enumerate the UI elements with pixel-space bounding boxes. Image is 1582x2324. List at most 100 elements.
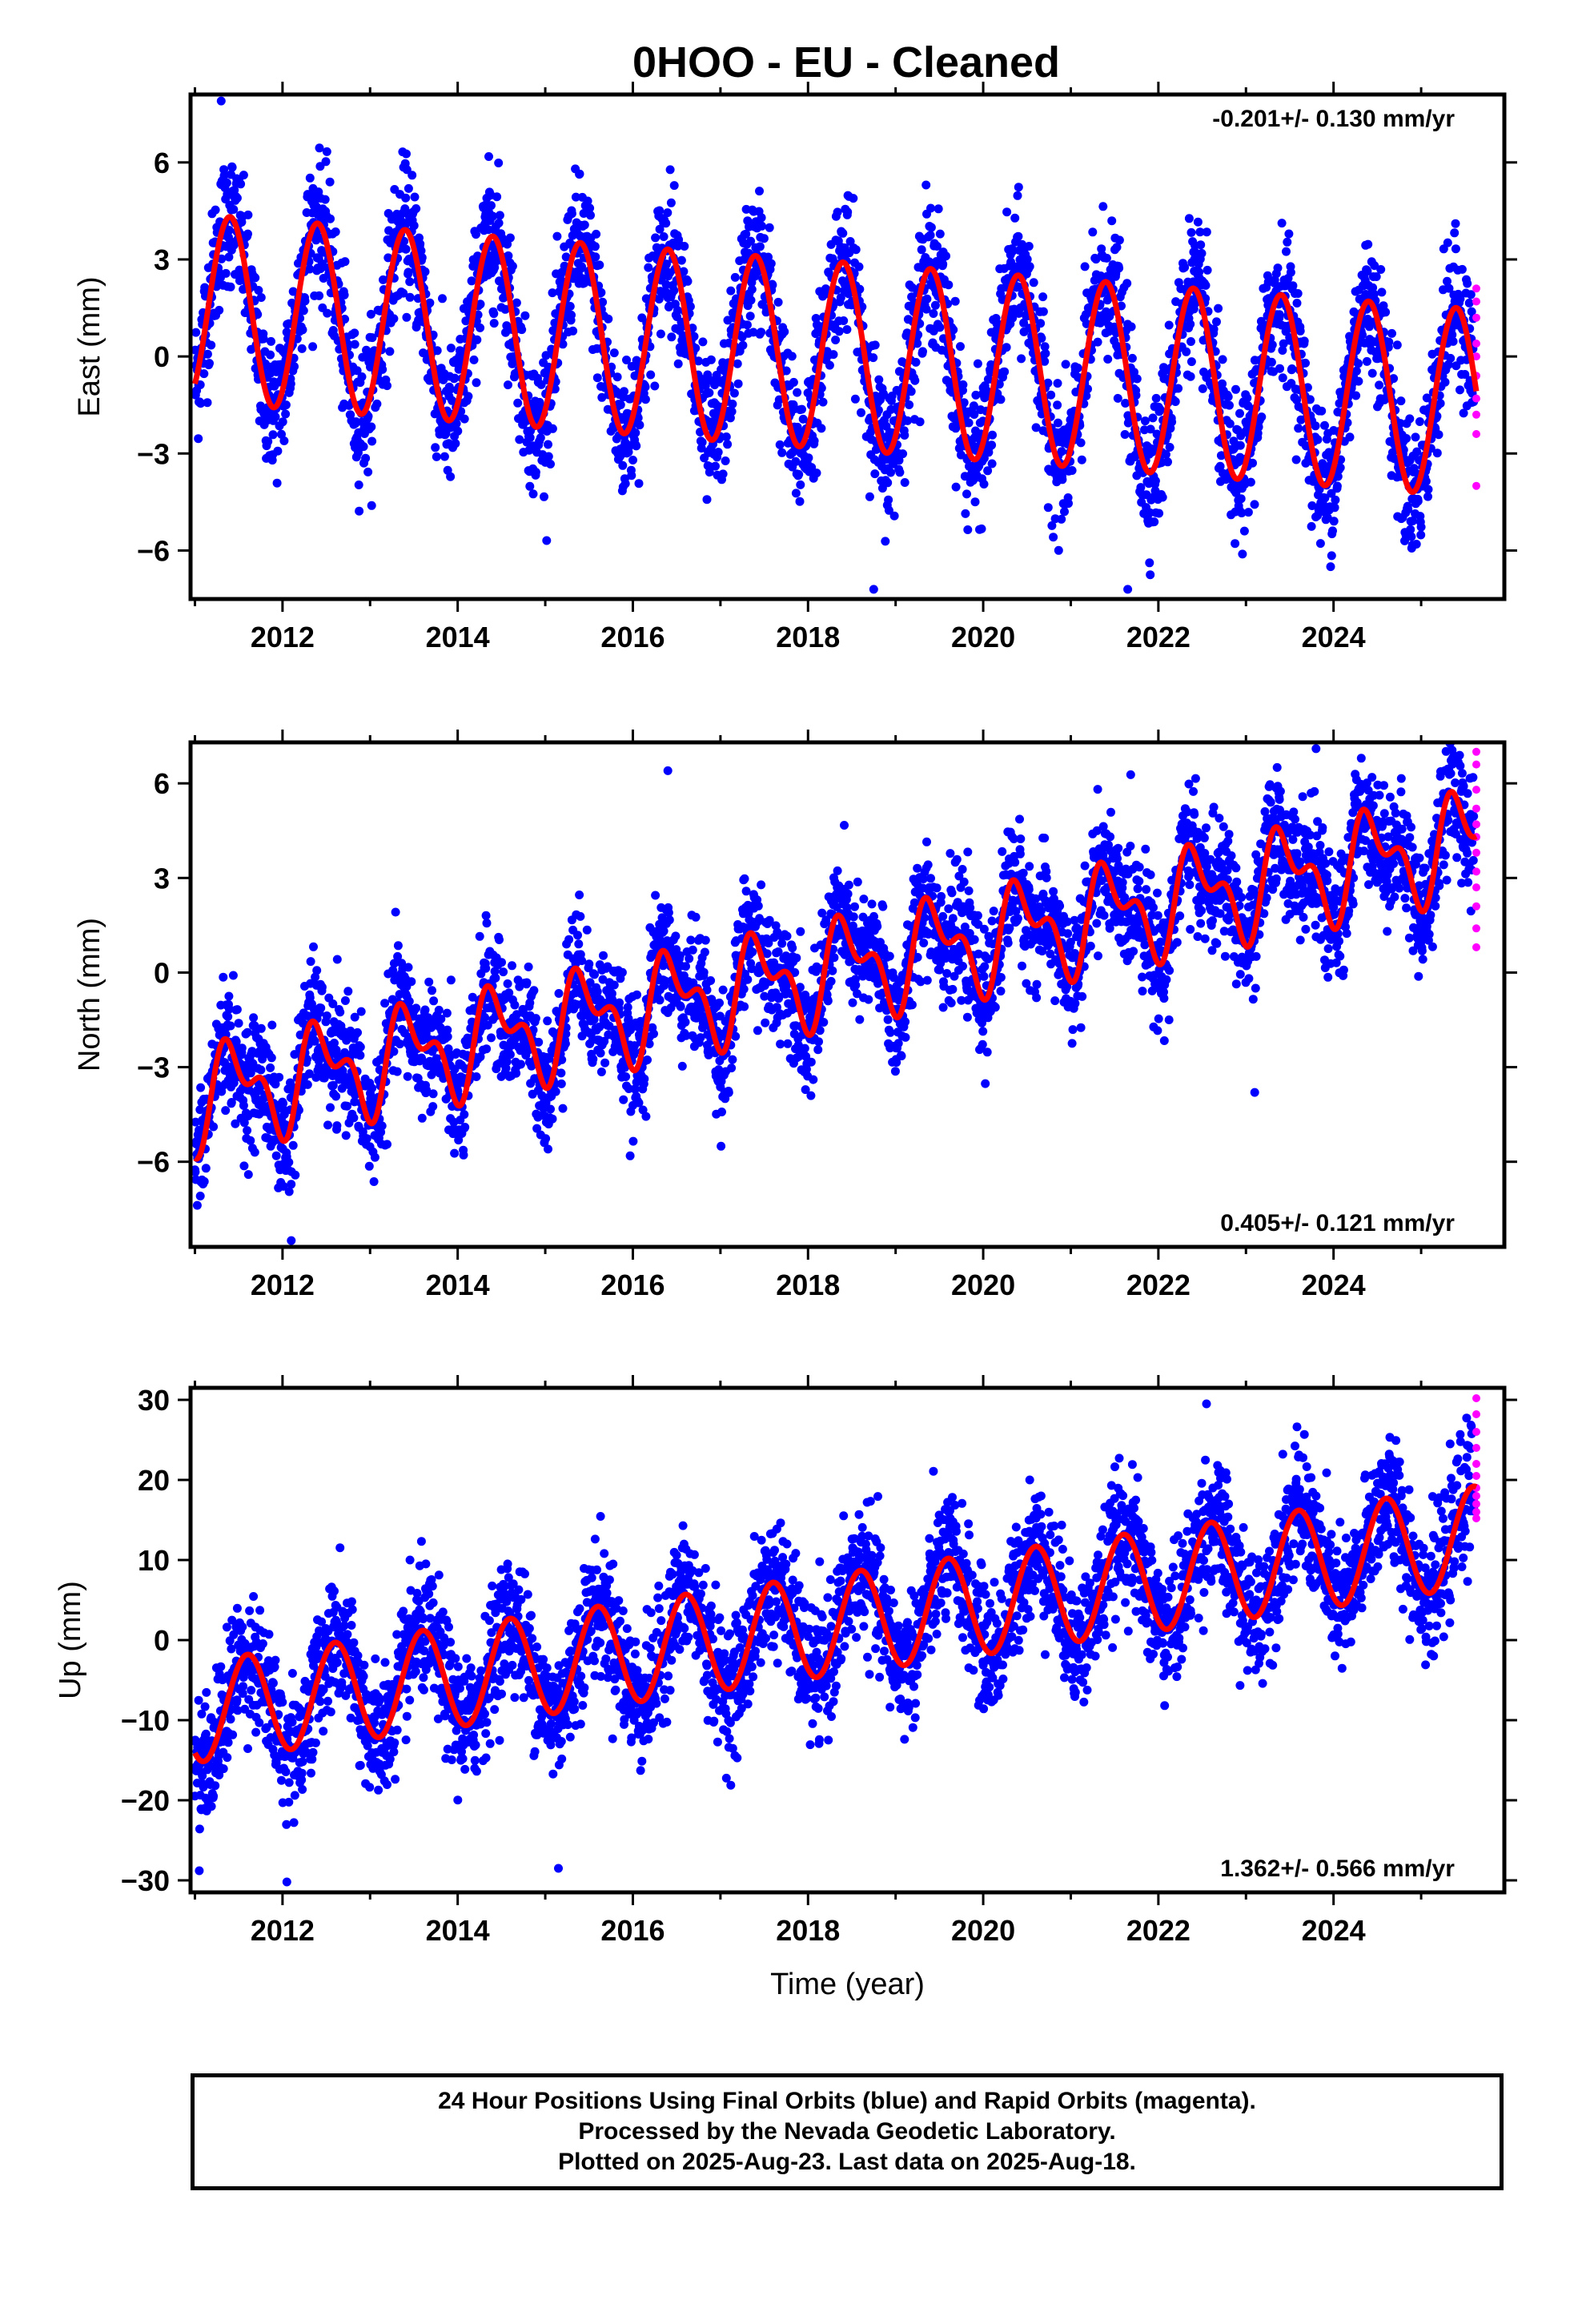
final-point: [340, 257, 350, 267]
final-point: [855, 284, 865, 294]
y-tick-label: 3: [154, 243, 170, 276]
y-tick-label: −6: [137, 534, 170, 567]
final-point: [680, 242, 689, 251]
final-point: [1415, 417, 1424, 426]
final-point: [438, 294, 447, 304]
final-point: [229, 205, 239, 214]
final-point: [268, 430, 278, 440]
final-point: [1041, 348, 1050, 358]
final-point: [796, 480, 805, 489]
final-point: [271, 1151, 281, 1160]
final-point: [489, 309, 499, 319]
final-point: [646, 370, 656, 380]
final-point: [450, 373, 460, 383]
final-point: [829, 350, 838, 360]
final-point: [1288, 281, 1298, 291]
final-point: [367, 1084, 377, 1093]
final-point: [488, 211, 498, 221]
final-point: [1287, 364, 1297, 373]
final-point: [906, 387, 916, 396]
final-point: [425, 298, 435, 308]
final-point: [402, 312, 412, 322]
final-point: [742, 320, 752, 330]
final-point: [489, 319, 499, 328]
final-point: [432, 346, 442, 356]
final-point: [1122, 279, 1132, 288]
final-point: [575, 169, 584, 179]
final-point: [312, 966, 322, 975]
final-point: [1077, 455, 1086, 464]
final-point: [1164, 320, 1174, 330]
final-point: [446, 975, 456, 985]
final-point: [869, 585, 878, 594]
final-point: [484, 225, 493, 235]
final-point: [1291, 455, 1301, 464]
final-point: [243, 1027, 252, 1037]
final-point: [1311, 421, 1320, 431]
final-point: [481, 911, 491, 920]
final-point: [1434, 430, 1443, 440]
final-point: [1405, 414, 1415, 424]
final-point: [987, 459, 997, 468]
final-point: [634, 479, 644, 489]
final-point: [1451, 244, 1460, 254]
final-point: [817, 384, 826, 393]
final-point: [1049, 533, 1058, 542]
final-point: [1197, 248, 1207, 258]
final-point: [1146, 570, 1155, 580]
final-point: [326, 1103, 335, 1112]
final-point: [1345, 432, 1355, 442]
final-point: [412, 204, 421, 213]
final-point: [1315, 539, 1325, 549]
final-point: [446, 472, 456, 481]
final-point: [243, 229, 252, 239]
final-point: [726, 286, 736, 296]
final-point: [326, 214, 335, 223]
final-point: [1014, 183, 1023, 192]
final-point: [620, 479, 630, 489]
final-point: [367, 501, 376, 510]
final-point: [849, 194, 858, 203]
final-point: [442, 1008, 452, 1018]
final-point: [592, 373, 602, 383]
final-point: [1024, 242, 1034, 251]
final-point: [249, 1013, 259, 1023]
final-point: [195, 1192, 205, 1200]
final-point: [286, 379, 295, 388]
final-point: [1002, 207, 1012, 217]
final-point: [689, 332, 699, 341]
final-point: [1163, 457, 1172, 467]
final-point: [273, 446, 283, 456]
final-point: [266, 350, 275, 360]
final-point: [1235, 408, 1244, 418]
final-point: [632, 441, 641, 451]
final-point: [673, 359, 683, 368]
final-point: [226, 1021, 235, 1031]
final-point: [243, 210, 253, 219]
final-point: [215, 305, 224, 315]
final-point: [201, 1164, 211, 1173]
final-point: [640, 382, 650, 392]
final-point: [1053, 400, 1062, 410]
final-point: [440, 452, 449, 461]
final-point: [1186, 372, 1195, 381]
final-point: [628, 456, 637, 464]
final-point: [865, 492, 874, 501]
final-point: [1198, 384, 1207, 393]
final-point: [1174, 384, 1183, 393]
rapid-point: [1472, 284, 1480, 293]
final-point: [1362, 356, 1371, 366]
final-point: [392, 1067, 402, 1076]
final-point: [405, 277, 415, 287]
final-point: [332, 1121, 342, 1131]
final-point: [1114, 263, 1124, 273]
final-point: [1396, 396, 1406, 406]
final-point: [403, 1072, 412, 1081]
y-tick-label: 0: [154, 340, 170, 373]
final-point: [1123, 585, 1133, 594]
final-point: [497, 958, 506, 967]
final-point: [420, 267, 430, 276]
final-point: [766, 259, 776, 268]
final-point: [1451, 219, 1460, 228]
final-point: [459, 1150, 468, 1160]
